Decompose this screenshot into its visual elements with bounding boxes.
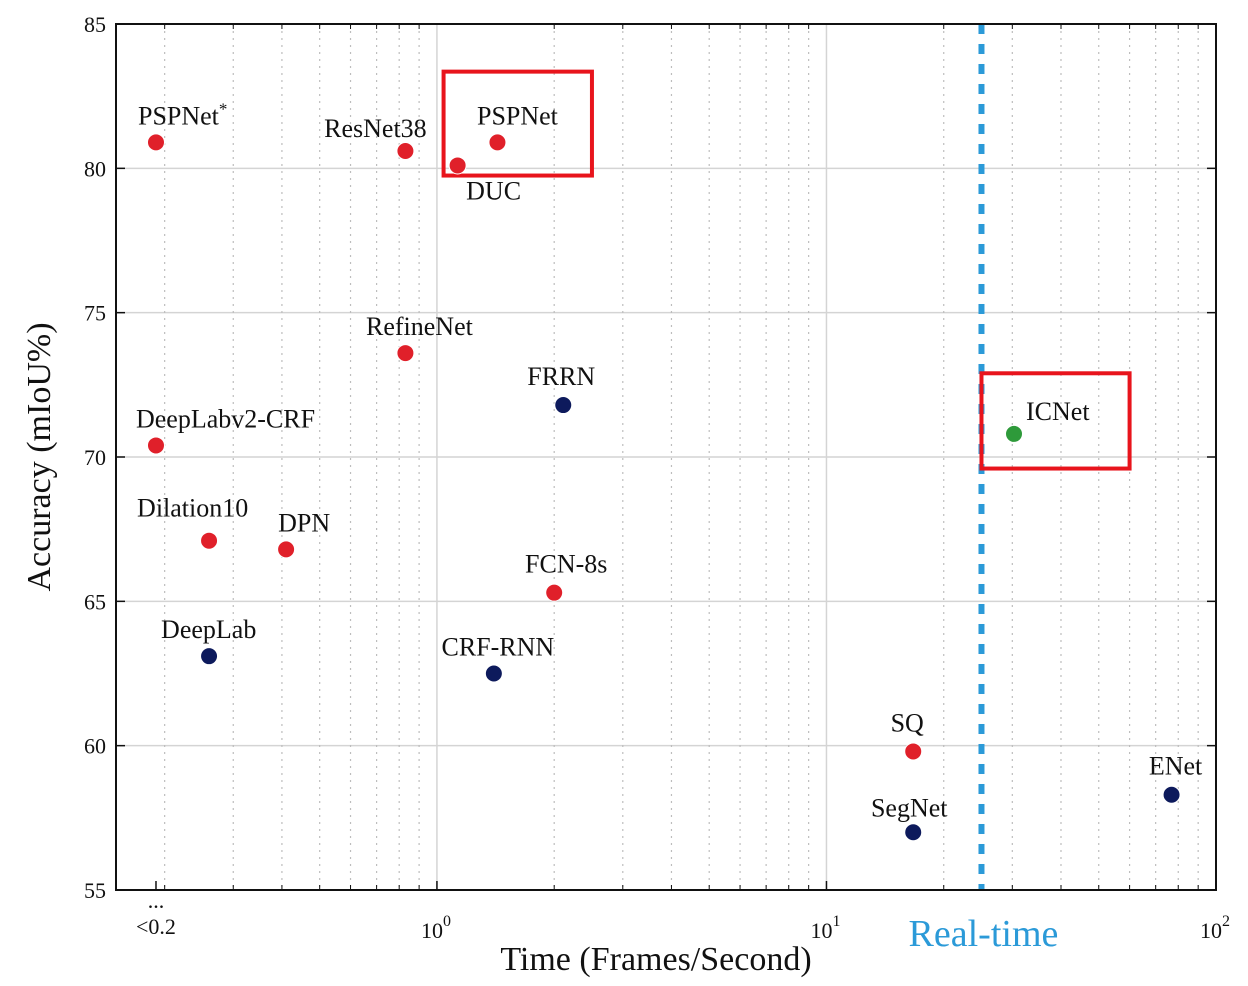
y-axis-title: Accuracy (mIoU%) [21,322,58,591]
point-label: Dilation10 [137,494,248,523]
data-point [146,436,165,455]
point-label: FCN-8s [525,550,607,579]
data-point [277,540,296,559]
x-tick-ellipsis: ... [148,888,165,913]
data-point [396,344,415,363]
point-label: PSPNet [477,101,559,130]
point-label: SQ [891,708,924,737]
highlight-boxes [441,69,1132,471]
data-point [545,583,564,602]
x-tick-label: 100 [421,913,451,943]
y-tick-label: 85 [84,12,106,37]
point-label: ICNet [1026,397,1090,426]
y-tick-label: 60 [84,734,106,759]
point-label: DPN [278,508,330,537]
data-point [146,133,165,152]
y-tick-label: 75 [84,301,106,326]
point-label: FRRN [527,362,595,391]
grid [116,24,1216,890]
point-label: DeepLabv2-CRF [136,404,315,433]
y-tick-label: 55 [84,878,106,903]
y-tick-label: 70 [84,445,106,470]
x-tick-label: 102 [1200,913,1230,943]
y-tick-label: 65 [84,589,106,614]
y-tick-label: 80 [84,156,106,181]
point-label: PSPNet* [138,99,227,130]
point-label: ENet [1149,752,1203,781]
data-point [1005,424,1024,443]
data-point [396,142,415,161]
data-point [554,396,573,415]
highlight-box [979,371,1132,471]
point-label: RefineNet [366,312,474,341]
x-axis-title: Time (Frames/Second) [500,941,811,978]
x-tick-label: <0.2 [136,914,176,939]
data-point [488,133,507,152]
point-label: CRF-RNN [442,633,555,662]
data-point [904,823,923,842]
data-points [146,133,1181,842]
data-point [484,664,503,683]
point-labels: PSPNet* ResNet38 DUC PSPNet RefineNet FRRN Dee… [136,99,1203,822]
x-tick-label: 101 [810,913,840,943]
point-label: DUC [466,176,521,205]
data-point [200,531,219,550]
point-label: ResNet38 [324,114,427,143]
data-point [448,156,467,175]
point-label: SegNet [871,793,948,822]
data-point [200,647,219,666]
highlight-box [441,69,594,178]
data-point [1162,785,1181,804]
axis-ticks: 55 60 65 70 75 80 85...<0.2 100 101 102 [84,12,1230,943]
data-point [904,742,923,761]
point-label: DeepLab [161,615,256,644]
real-time-label: Real-time [909,913,1059,955]
